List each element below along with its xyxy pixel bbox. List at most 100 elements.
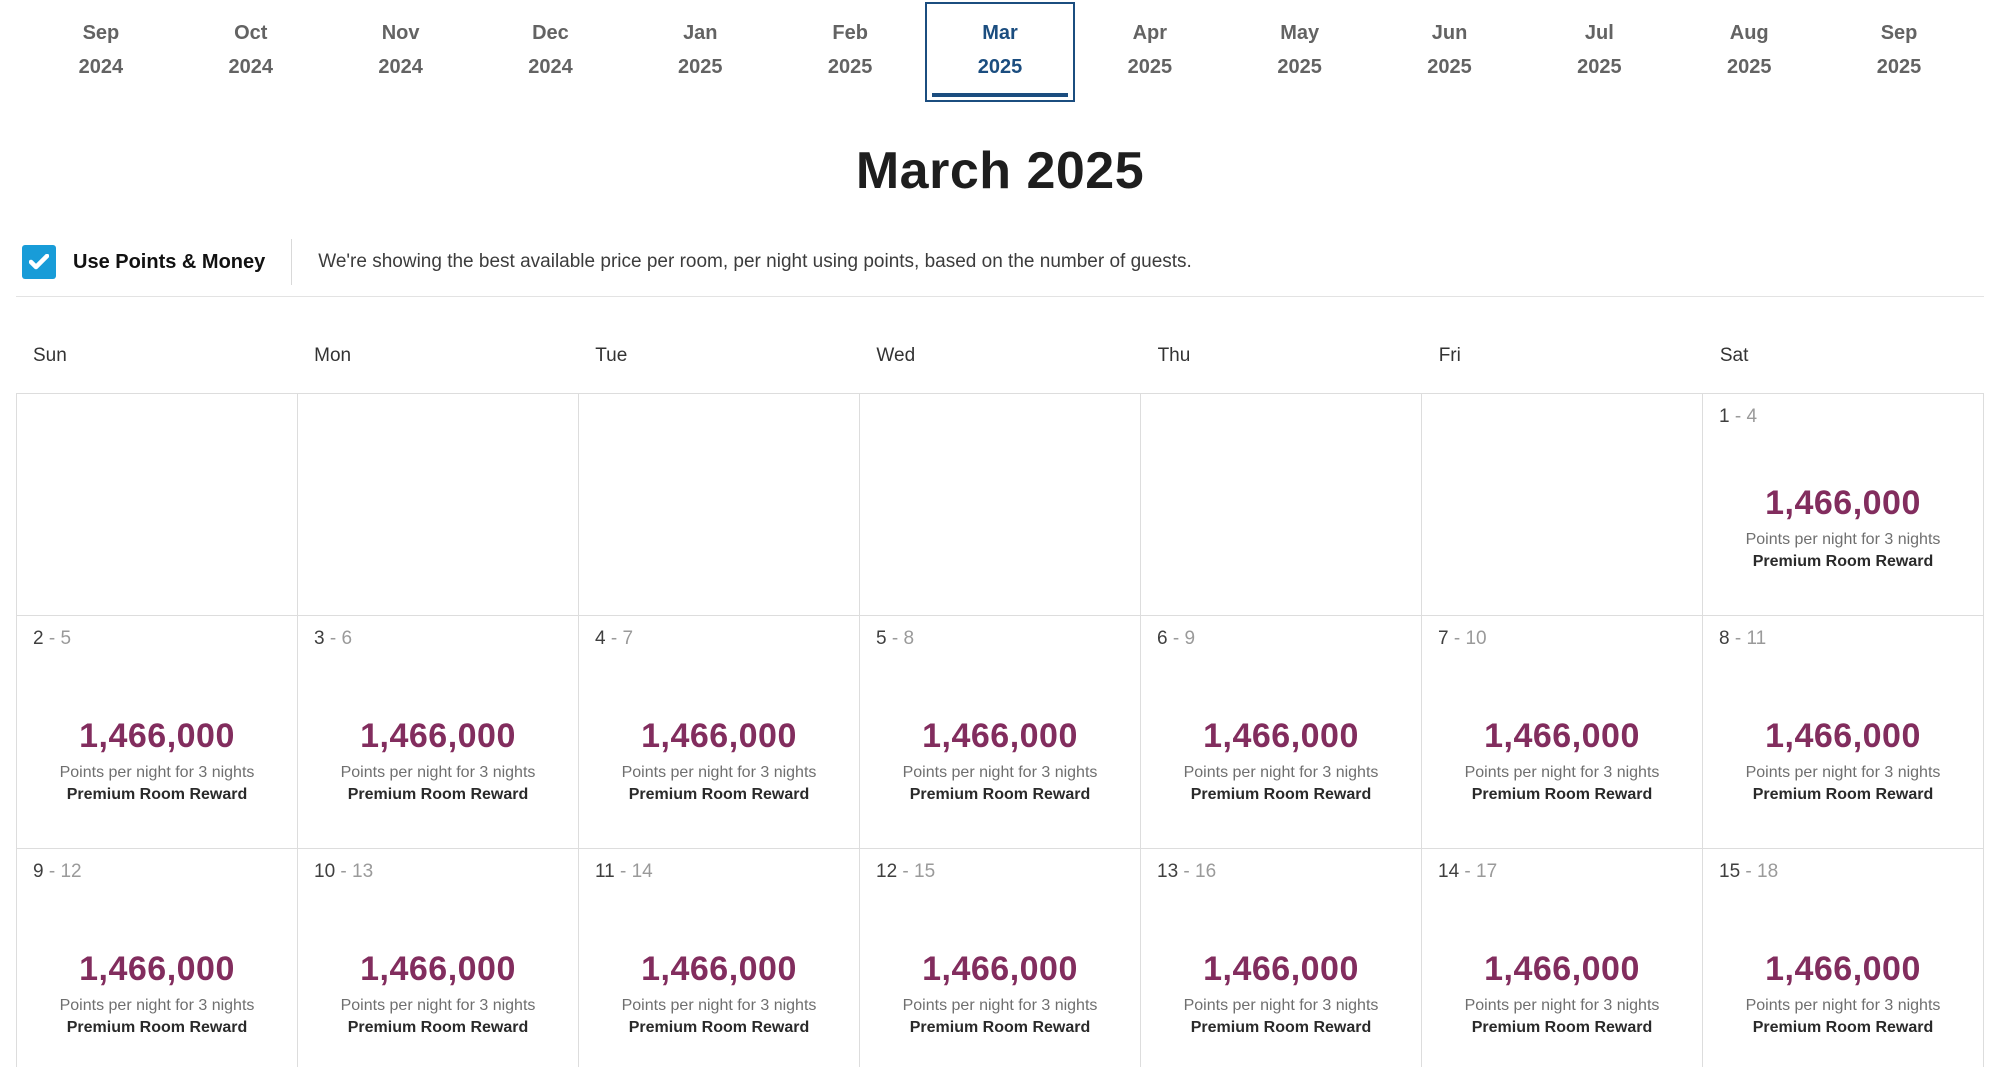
points-price: 1,466,000 — [641, 717, 797, 755]
date-end: - 15 — [897, 861, 936, 882]
month-tab[interactable]: Jun 2025 — [1375, 2, 1525, 102]
calendar-day-cell[interactable]: 9 - 12 1,466,000 Points per night for 3 … — [17, 849, 298, 1067]
calendar-day-cell[interactable]: 10 - 13 1,466,000 Points per night for 3… — [298, 849, 579, 1067]
date-end: - 7 — [605, 628, 634, 649]
month-tab-label: Apr — [1132, 22, 1168, 44]
month-tab[interactable]: Aug 2025 — [1674, 2, 1824, 102]
month-tab-label: Jun — [1431, 22, 1468, 44]
use-points-label: Use Points & Money — [73, 250, 266, 273]
week-row: 9 - 12 1,466,000 Points per night for 3 … — [17, 849, 1984, 1067]
month-tab-label: Nov — [381, 22, 420, 44]
date-start: 9 — [33, 861, 44, 882]
use-points-checkbox[interactable] — [22, 245, 56, 279]
date-end: - 9 — [1167, 628, 1196, 649]
calendar-day-cell[interactable]: 2 - 5 1,466,000 Points per night for 3 n… — [17, 616, 298, 849]
offer-block: 1,466,000 Points per night for 3 nights … — [595, 717, 843, 804]
offer-block: 1,466,000 Points per night for 3 nights … — [1719, 950, 1967, 1037]
calendar-day-cell — [17, 394, 298, 616]
calendar-day-cell[interactable]: 14 - 17 1,466,000 Points per night for 3… — [1422, 849, 1703, 1067]
date-end: - 5 — [43, 628, 72, 649]
month-tab-label: Jul — [1584, 22, 1614, 44]
month-tab-year: 2025 — [1876, 56, 1922, 78]
month-tab[interactable]: Sep 2025 — [1824, 2, 1974, 102]
month-tab-label: May — [1280, 22, 1320, 44]
points-per-night-label: Points per night for 3 nights — [621, 764, 817, 781]
offer-block: 1,466,000 Points per night for 3 nights … — [1438, 950, 1686, 1037]
month-tab[interactable]: Oct 2024 — [176, 2, 326, 102]
reward-type-label: Premium Room Reward — [1471, 1019, 1653, 1036]
calendar-day-cell[interactable]: 6 - 9 1,466,000 Points per night for 3 n… — [1141, 616, 1422, 849]
date-range: 4 - 7 — [595, 628, 843, 650]
date-range: 1 - 4 — [1719, 406, 1967, 428]
calendar-day-cell[interactable]: 15 - 18 1,466,000 Points per night for 3… — [1703, 849, 1984, 1067]
month-tab[interactable]: Apr 2025 — [1075, 2, 1225, 102]
date-range: 6 - 9 — [1157, 628, 1405, 650]
date-end: - 8 — [886, 628, 915, 649]
date-end: - 13 — [335, 861, 374, 882]
date-range: 2 - 5 — [33, 628, 281, 650]
date-range: 9 - 12 — [33, 861, 281, 883]
points-price: 1,466,000 — [1203, 950, 1359, 988]
month-tab-year: 2025 — [1277, 56, 1322, 78]
date-start: 1 — [1719, 406, 1730, 427]
day-header: Thu — [1157, 345, 1191, 366]
points-price: 1,466,000 — [1765, 717, 1921, 755]
points-per-night-label: Points per night for 3 nights — [340, 997, 536, 1014]
day-header: Fri — [1438, 345, 1461, 366]
checkmark-icon — [29, 254, 49, 270]
calendar-day-cell — [860, 394, 1141, 616]
reward-type-label: Premium Room Reward — [1752, 1019, 1934, 1036]
points-per-night-label: Points per night for 3 nights — [340, 764, 536, 781]
calendar-day-cell[interactable]: 12 - 15 1,466,000 Points per night for 3… — [860, 849, 1141, 1067]
offer-block: 1,466,000 Points per night for 3 nights … — [1157, 950, 1405, 1037]
month-tab[interactable]: Nov 2024 — [326, 2, 476, 102]
calendar-day-cell[interactable]: 7 - 10 1,466,000 Points per night for 3 … — [1422, 616, 1703, 849]
date-start: 11 — [595, 861, 615, 882]
month-tab-year: 2025 — [1726, 56, 1772, 78]
date-end: - 4 — [1729, 406, 1758, 427]
offer-block: 1,466,000 Points per night for 3 nights … — [314, 950, 562, 1037]
calendar-day-cell[interactable]: 4 - 7 1,466,000 Points per night for 3 n… — [579, 616, 860, 849]
month-tab-year: 2025 — [827, 56, 873, 78]
day-header: Tue — [595, 345, 628, 366]
offer-block: 1,466,000 Points per night for 3 nights … — [314, 717, 562, 804]
date-start: 12 — [876, 861, 898, 882]
calendar-day-cell[interactable]: 13 - 16 1,466,000 Points per night for 3… — [1141, 849, 1422, 1067]
month-tab[interactable]: Jan 2025 — [625, 2, 775, 102]
date-end: - 6 — [324, 628, 353, 649]
reward-type-label: Premium Room Reward — [66, 786, 248, 803]
date-start: 4 — [595, 628, 606, 649]
month-tab[interactable]: Sep 2024 — [26, 2, 176, 102]
day-header: Mon — [314, 345, 352, 366]
month-tab[interactable]: Dec 2024 — [476, 2, 626, 102]
calendar-day-cell[interactable]: 11 - 14 1,466,000 Points per night for 3… — [579, 849, 860, 1067]
points-price: 1,466,000 — [1765, 950, 1921, 988]
calendar-day-cell — [1141, 394, 1422, 616]
calendar-day-cell[interactable]: 3 - 6 1,466,000 Points per night for 3 n… — [298, 616, 579, 849]
month-tab[interactable]: Mar 2025 — [925, 2, 1075, 102]
calendar-day-cell[interactable]: 5 - 8 1,466,000 Points per night for 3 n… — [860, 616, 1141, 849]
date-range: 10 - 13 — [314, 861, 562, 883]
points-price: 1,466,000 — [79, 717, 235, 755]
date-start: 15 — [1719, 861, 1741, 882]
date-range: 7 - 10 — [1438, 628, 1686, 650]
reward-type-label: Premium Room Reward — [66, 1019, 248, 1036]
points-price: 1,466,000 — [1484, 717, 1640, 755]
month-tab-year: 2024 — [378, 56, 423, 78]
date-start: 5 — [876, 628, 887, 649]
month-tab[interactable]: Feb 2025 — [775, 2, 925, 102]
day-header: Wed — [876, 345, 916, 366]
calendar-day-cell[interactable]: 1 - 4 1,466,000 Points per night for 3 n… — [1703, 394, 1984, 616]
reward-type-label: Premium Room Reward — [1471, 786, 1653, 803]
month-tab[interactable]: May 2025 — [1225, 2, 1375, 102]
month-tab-year: 2025 — [678, 56, 723, 78]
calendar-day-cell[interactable]: 8 - 11 1,466,000 Points per night for 3 … — [1703, 616, 1984, 849]
month-tab-year: 2024 — [528, 56, 573, 78]
month-tab-label: Sep — [82, 22, 120, 44]
reward-type-label: Premium Room Reward — [628, 1019, 810, 1036]
date-start: 3 — [314, 628, 325, 649]
month-tab-label: Jan — [683, 22, 718, 44]
points-price: 1,466,000 — [1484, 950, 1640, 988]
date-start: 14 — [1438, 861, 1460, 882]
month-tab[interactable]: Jul 2025 — [1524, 2, 1674, 102]
